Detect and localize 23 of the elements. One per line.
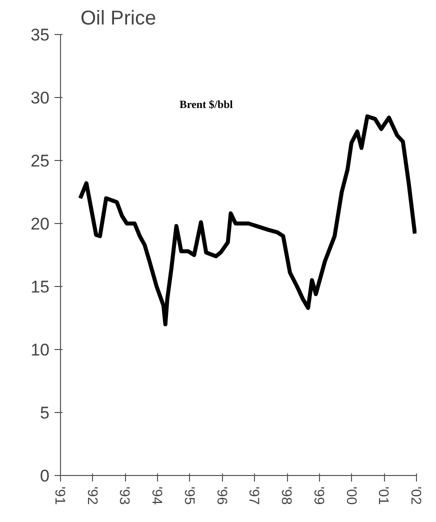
y-tick-label: 35 [30, 26, 50, 44]
x-tick-label: '02 [408, 486, 424, 505]
y-tick-label: 25 [30, 152, 50, 170]
y-tick-label: 30 [30, 88, 50, 108]
x-tick-label: '01 [376, 486, 392, 505]
x-tick-label: '98 [279, 486, 296, 505]
x-tick-label: '93 [117, 486, 134, 505]
y-tick-label: 15 [30, 278, 50, 296]
x-tick-label: '95 [182, 486, 198, 505]
y-tick-label: 20 [30, 214, 50, 234]
x-tick-label: '99 [311, 486, 328, 505]
line-series [78, 114, 416, 326]
y-tick-label: 5 [40, 404, 50, 422]
x-tick-label: '97 [246, 486, 263, 505]
x-tick-label: '91 [52, 486, 68, 505]
y-tick-label: 10 [30, 340, 50, 360]
x-tick-label: '94 [150, 486, 166, 505]
chart-title: Oil Price [80, 8, 156, 30]
x-tick-label: '92 [84, 486, 101, 505]
text: Brent $/bbl [179, 99, 233, 112]
x-tick-label: '00 [344, 486, 360, 505]
x-tick-label: '96 [214, 486, 230, 505]
y-tick-label: 0 [40, 466, 50, 486]
